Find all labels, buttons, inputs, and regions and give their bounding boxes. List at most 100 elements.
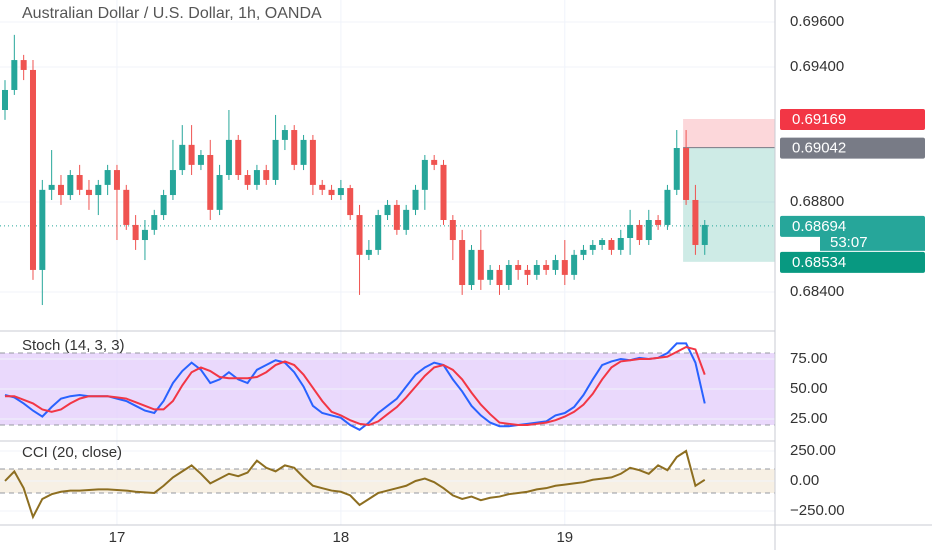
- candle-body: [571, 254, 578, 275]
- candle-body: [20, 60, 27, 70]
- y-tick-label: 25.00: [790, 410, 828, 427]
- pane-title: CCI (20, close): [22, 444, 122, 461]
- candle-body: [627, 224, 634, 238]
- stop-zone: [683, 118, 775, 148]
- candle-body: [608, 240, 615, 250]
- price-tag: [780, 137, 925, 159]
- chart-title: Australian Dollar / U.S. Dollar, 1h, OAN…: [22, 5, 322, 22]
- candle-body: [589, 244, 596, 250]
- candle-body: [347, 188, 354, 216]
- countdown: 53:07: [830, 234, 868, 251]
- price-tag: [780, 108, 925, 130]
- candle-body: [104, 170, 111, 185]
- candle-body: [337, 188, 344, 196]
- pane-title: Stoch (14, 3, 3): [22, 337, 125, 354]
- candle-body: [683, 148, 690, 200]
- candle-body: [664, 189, 671, 225]
- candle-body: [188, 144, 195, 165]
- candle-body: [515, 264, 522, 270]
- candle-body: [580, 249, 587, 255]
- candle-body: [141, 229, 148, 241]
- candle-body: [67, 175, 74, 196]
- candle-body: [169, 170, 176, 196]
- plot-layer: [0, 0, 775, 525]
- candle-body: [272, 139, 279, 180]
- indicator-line: [4, 449, 706, 520]
- candle-body: [673, 148, 680, 190]
- x-tick-label: 18: [333, 529, 350, 546]
- candle-body: [309, 139, 316, 185]
- price-tag-label: 0.69169: [792, 111, 846, 128]
- y-tick-label: 0.00: [790, 472, 819, 489]
- candle-body: [393, 204, 400, 230]
- price-tag-label: 0.68534: [792, 254, 846, 271]
- countdown-box: [820, 232, 925, 251]
- candle-body: [197, 154, 204, 165]
- candle-body: [235, 139, 242, 176]
- candle-body: [300, 139, 307, 165]
- candle-body: [132, 224, 139, 241]
- candle-body: [524, 269, 531, 275]
- candle-body: [151, 215, 158, 230]
- candle-body: [225, 139, 232, 176]
- candle-body: [48, 184, 55, 190]
- indicator-line: [4, 342, 706, 431]
- candle-body: [496, 269, 503, 286]
- candle-body: [468, 249, 475, 286]
- candle-body: [599, 240, 606, 245]
- y-tick-label: 0.68400: [790, 283, 844, 300]
- candle-body: [412, 189, 419, 210]
- candle-body: [543, 264, 550, 270]
- candle-body: [561, 260, 568, 275]
- candle-body: [216, 175, 223, 210]
- candle-body: [701, 224, 708, 245]
- y-tick-label: 0.68800: [790, 193, 844, 210]
- candle-body: [384, 204, 391, 216]
- x-tick-label: 19: [556, 529, 573, 546]
- y-tick-label: 75.00: [790, 350, 828, 367]
- candle-body: [123, 189, 130, 225]
- y-tick-label: 0.69600: [790, 13, 844, 30]
- candle-body: [253, 170, 260, 185]
- candle-body: [375, 215, 382, 250]
- candle-body: [29, 69, 36, 270]
- candle-body: [440, 164, 447, 220]
- candle-body: [459, 240, 466, 286]
- candle-body: [39, 189, 46, 270]
- indicator-line: [5, 345, 706, 427]
- candle-body: [552, 260, 559, 270]
- candle-body: [57, 184, 64, 196]
- candle-body: [328, 189, 335, 196]
- candle-body: [655, 220, 662, 225]
- candle-body: [76, 175, 83, 190]
- candle-body: [85, 189, 92, 196]
- y-tick-label: 0.69400: [790, 58, 844, 75]
- candle-body: [365, 249, 372, 255]
- candle-body: [477, 249, 484, 280]
- candle-body: [533, 264, 540, 275]
- candle-body: [95, 184, 102, 196]
- price-tag-label: 0.69042: [792, 140, 846, 157]
- candle-body: [692, 199, 699, 245]
- candle-body: [11, 60, 18, 90]
- candle-body: [244, 175, 251, 185]
- candle-body: [2, 89, 8, 110]
- candle-body: [421, 159, 428, 190]
- x-tick-label: 17: [109, 529, 126, 546]
- candle-body: [291, 130, 298, 165]
- candle-body: [487, 269, 494, 280]
- candle-body: [505, 264, 512, 286]
- candle-body: [645, 220, 652, 241]
- y-tick-label: 50.00: [790, 380, 828, 397]
- candle-body: [179, 144, 186, 171]
- price-tag-label: 0.68694: [792, 218, 846, 235]
- candle-body: [281, 130, 288, 140]
- price-tag: [780, 251, 925, 273]
- candle-body: [160, 195, 167, 216]
- candle-body: [113, 170, 120, 190]
- y-tick-label: 250.00: [790, 442, 836, 459]
- candle-body: [356, 215, 363, 255]
